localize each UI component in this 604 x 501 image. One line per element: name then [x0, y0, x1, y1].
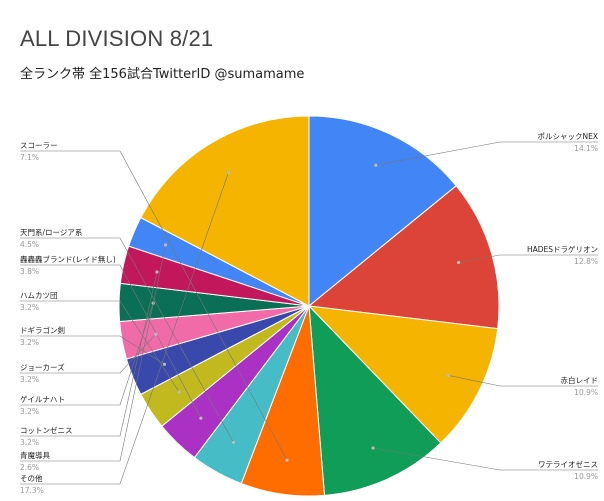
leader-dot [226, 171, 230, 175]
slice-label: ジョーカーズ [20, 362, 65, 372]
slice-label: スコーラー [20, 141, 58, 150]
chart-subtitle: 全ランク帯 全156試合TwitterID @sumamame [20, 67, 305, 82]
leader-line [20, 237, 234, 443]
slice-label: ポルシャックNEX [538, 132, 599, 141]
leader-dot [457, 260, 461, 265]
chart-title: ALL DIVISION 8/21 [20, 26, 214, 51]
leader-line [20, 271, 158, 437]
slice-label: 赤白レイド [561, 375, 599, 385]
slice-percent-label: 10.9% [574, 472, 598, 481]
slice-percent-label: 7.1% [20, 153, 39, 162]
leader-line [20, 264, 202, 419]
leader-line [20, 335, 165, 365]
leader-line [373, 447, 598, 471]
slice-label: 天門系/ロージア系 [20, 227, 83, 237]
slice-percent-label: 17.3% [20, 486, 44, 495]
leader-line [20, 172, 229, 485]
slice-13 [140, 115, 310, 307]
leader-dot [285, 458, 289, 462]
leader-dot [164, 243, 168, 247]
slice-3 [308, 304, 442, 496]
slice-percent-label: 4.5% [20, 240, 39, 249]
slice-percent-label: 3.2% [20, 375, 39, 384]
leader-dot [177, 390, 181, 394]
leader-dot [154, 332, 158, 336]
slice-label: 轟轟轟ブランド(レイド無し) [20, 254, 116, 264]
slice-percent-label: 14.1% [574, 144, 598, 153]
slice-percent-label: 3.8% [20, 267, 39, 276]
slice-percent-label: 10.9% [574, 388, 598, 397]
slice-percent-label: 12.8% [574, 257, 598, 266]
slice-percent-label: 3.2% [20, 338, 39, 347]
slice-label: コットンゼニス [20, 425, 73, 435]
leader-dot [231, 440, 236, 444]
slice-percent-label: 3.2% [20, 438, 39, 447]
slice-label: ハムカツ団 [20, 291, 58, 300]
leader-dot [371, 446, 375, 450]
leader-dot [199, 416, 203, 420]
slice-label: ワテライオゼニス [538, 459, 598, 469]
leader-line [448, 375, 598, 387]
leader-dot [155, 270, 159, 274]
leader-line [20, 300, 180, 393]
slice-1 [307, 185, 500, 330]
leader-line [458, 254, 598, 263]
slice-2 [307, 305, 499, 444]
slice-label: その他 [20, 473, 43, 483]
slice-percent-label: 3.2% [20, 303, 39, 312]
slice-0 [308, 115, 457, 308]
leader-dot [162, 362, 167, 366]
leader-line [20, 150, 288, 461]
slice-label: ドギラゴン剣 [20, 325, 65, 335]
slice-percent-label: 2.6% [20, 463, 39, 472]
slice-label: HADESドラゲリオン [527, 245, 598, 254]
leader-line [375, 141, 598, 166]
leader-dot [374, 163, 378, 167]
leader-dot [446, 373, 451, 377]
slice-label: 青魔導具 [20, 450, 50, 460]
slice-label: ゲイルナハト [20, 395, 65, 404]
slice-percent-label: 3.2% [20, 407, 39, 416]
leader-line [20, 244, 166, 462]
